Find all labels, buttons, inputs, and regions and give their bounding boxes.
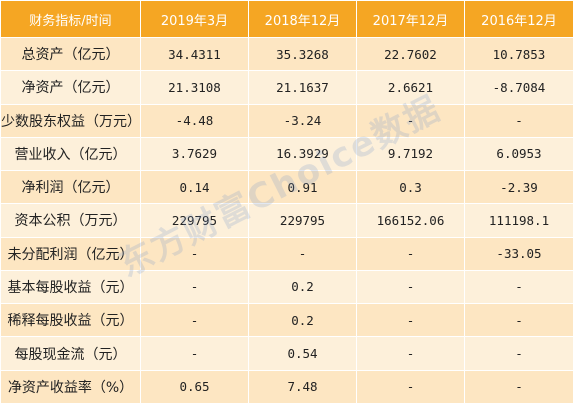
cell-value: 3.7629 [140, 136, 249, 172]
header-period-2016-12: 2016年12月 [464, 0, 573, 38]
row-label: 净资产（亿元） [0, 70, 141, 105]
header-label: 财务指标/时间 [0, 0, 141, 38]
cell-value: - [140, 236, 249, 271]
cell-value: - [464, 303, 573, 338]
table-header: 财务指标/时间 2019年3月 2018年12月 2017年12月 2016年1… [0, 0, 573, 38]
cell-value: 34.4311 [140, 36, 249, 72]
cell-value: - [464, 269, 573, 305]
cell-value: 0.65 [140, 369, 249, 404]
row-label: 资本公积（万元） [0, 203, 141, 238]
cell-value: 0.2 [248, 269, 357, 305]
cell-value: -8.7084 [464, 70, 573, 105]
row-label: 营业收入（亿元） [0, 136, 141, 172]
table-row: 稀释每股收益（元） - 0.2 - - [0, 303, 573, 338]
table-body: 总资产（亿元） 34.4311 35.3268 22.7602 10.7853 … [0, 36, 573, 404]
cell-value: 229795 [248, 203, 357, 238]
table-row: 少数股东权益（万元） -4.48 -3.24 - - [0, 103, 573, 138]
table-row: 总资产（亿元） 34.4311 35.3268 22.7602 10.7853 [0, 36, 573, 72]
cell-value: - [140, 269, 249, 305]
cell-value: - [356, 336, 465, 371]
cell-value: 6.0953 [464, 136, 573, 172]
cell-value: 35.3268 [248, 36, 357, 72]
table-row: 资本公积（万元） 229795 229795 166152.06 111198.… [0, 203, 573, 238]
cell-value: 21.3108 [140, 70, 249, 105]
row-label: 每股现金流（元） [0, 336, 141, 371]
cell-value: 166152.06 [356, 203, 465, 238]
cell-value: - [464, 336, 573, 371]
table-row: 营业收入（亿元） 3.7629 16.3929 9.7192 6.0953 [0, 136, 573, 172]
cell-value: - [140, 303, 249, 338]
row-label: 净利润（亿元） [0, 170, 141, 205]
table-row: 每股现金流（元） - 0.54 - - [0, 336, 573, 371]
table-row: 净利润（亿元） 0.14 0.91 0.3 -2.39 [0, 170, 573, 205]
cell-value: - [356, 269, 465, 305]
header-row: 财务指标/时间 2019年3月 2018年12月 2017年12月 2016年1… [0, 0, 573, 38]
header-period-2017-12: 2017年12月 [356, 0, 465, 38]
row-label: 基本每股收益（元） [0, 269, 141, 305]
table-row: 净资产（亿元） 21.3108 21.1637 2.6621 -8.7084 [0, 70, 573, 105]
cell-value: -4.48 [140, 103, 249, 138]
cell-value: 9.7192 [356, 136, 465, 172]
cell-value: 10.7853 [464, 36, 573, 72]
cell-value: - [356, 236, 465, 271]
cell-value: - [464, 103, 573, 138]
cell-value: -33.05 [464, 236, 573, 271]
cell-value: 0.2 [248, 303, 357, 338]
row-label: 未分配利润（亿元） [0, 236, 141, 271]
row-label: 稀释每股收益（元） [0, 303, 141, 338]
cell-value: 0.91 [248, 170, 357, 205]
cell-value: 2.6621 [356, 70, 465, 105]
header-period-2018-12: 2018年12月 [248, 0, 357, 38]
cell-value: 0.14 [140, 170, 249, 205]
cell-value: - [464, 369, 573, 404]
cell-value: - [248, 236, 357, 271]
cell-value: 0.3 [356, 170, 465, 205]
cell-value: 22.7602 [356, 36, 465, 72]
cell-value: 111198.1 [464, 203, 573, 238]
cell-value: 21.1637 [248, 70, 357, 105]
cell-value: -3.24 [248, 103, 357, 138]
cell-value: - [140, 336, 249, 371]
table-row: 净资产收益率（%） 0.65 7.48 - - [0, 369, 573, 404]
row-label: 总资产（亿元） [0, 36, 141, 72]
cell-value: -2.39 [464, 170, 573, 205]
cell-value: 229795 [140, 203, 249, 238]
cell-value: 16.3929 [248, 136, 357, 172]
cell-value: - [356, 369, 465, 404]
cell-value: - [356, 103, 465, 138]
table-row: 未分配利润（亿元） - - - -33.05 [0, 236, 573, 271]
header-period-2019-03: 2019年3月 [140, 0, 249, 38]
cell-value: 7.48 [248, 369, 357, 404]
row-label: 少数股东权益（万元） [0, 103, 141, 138]
cell-value: 0.54 [248, 336, 357, 371]
cell-value: - [356, 303, 465, 338]
row-label: 净资产收益率（%） [0, 369, 141, 404]
table-row: 基本每股收益（元） - 0.2 - - [0, 269, 573, 305]
